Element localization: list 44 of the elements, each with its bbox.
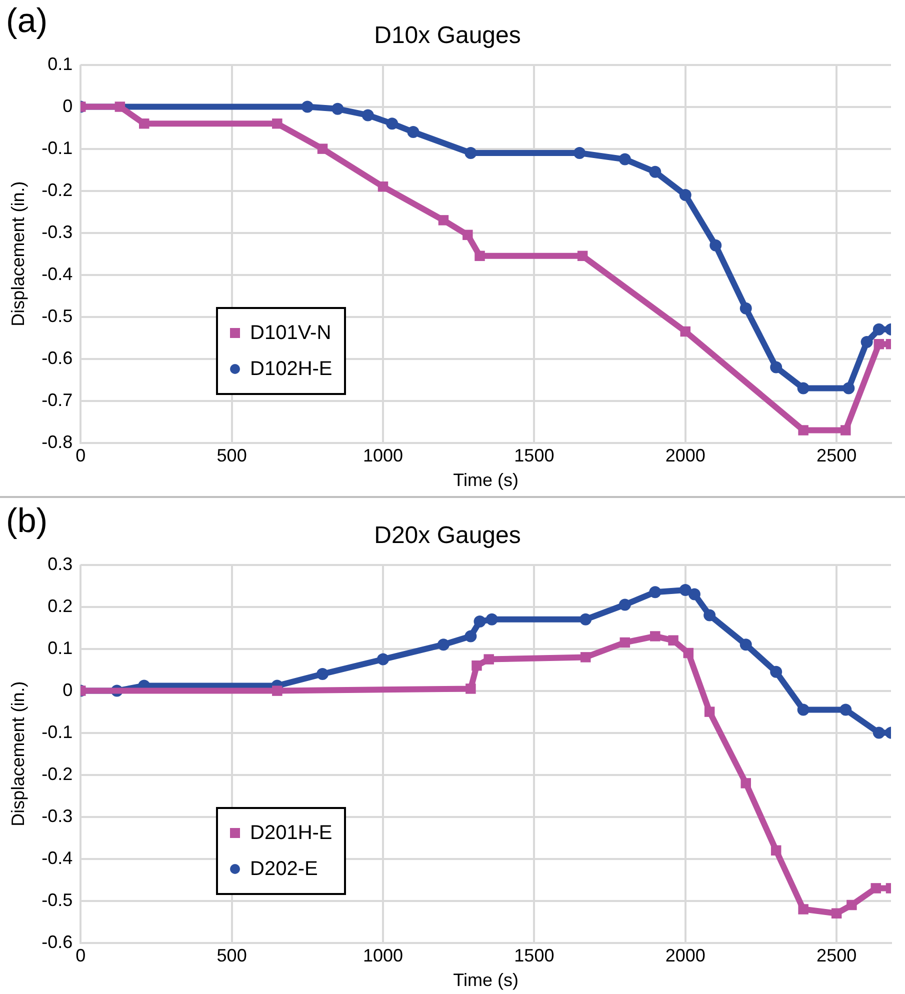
legend-label: D102H-E — [250, 357, 332, 382]
y-tick-label: -0.5 — [42, 306, 73, 326]
y-tick-label: -0.1 — [42, 138, 73, 158]
x-tick-label: 2000 — [665, 446, 706, 466]
x-tick-label: 1000 — [362, 446, 404, 466]
x-axis-title: Time (s) — [453, 970, 518, 990]
x-tick-label: 2500 — [816, 446, 857, 466]
y-tick-label: 0.1 — [48, 638, 73, 658]
chart-title: D20x Gauges — [374, 522, 521, 550]
legend-label: D201H-E — [250, 821, 332, 846]
y-axis-title: Displacement (in.) — [8, 181, 28, 326]
y-tick-label: -0.2 — [42, 764, 73, 784]
x-tick-label: 2000 — [665, 946, 706, 966]
x-axis-title: Time (s) — [453, 470, 518, 490]
x-tick-label: 0 — [76, 446, 86, 466]
y-tick-label: -0.6 — [42, 932, 73, 952]
y-tick-label: -0.4 — [42, 264, 73, 284]
y-tick-label: -0.7 — [42, 390, 73, 410]
y-tick-label: -0.1 — [42, 722, 73, 742]
legend-label: D202-E — [250, 857, 318, 882]
y-tick-label: -0.2 — [42, 180, 73, 200]
y-tick-label: -0.8 — [42, 432, 73, 452]
x-tick-label: 2500 — [816, 946, 857, 966]
x-tick-label: 1500 — [514, 446, 554, 466]
y-axis-title: Displacement (in.) — [8, 681, 28, 826]
x-tick-label: 1000 — [362, 946, 404, 966]
x-tick-label: 0 — [76, 946, 86, 966]
y-tick-label: 0.2 — [48, 596, 73, 616]
y-tick-label: -0.4 — [42, 848, 73, 868]
y-tick-label: 0.1 — [48, 54, 73, 74]
x-tick-label: 500 — [216, 446, 247, 466]
y-tick-label: -0.3 — [42, 806, 73, 826]
x-tick-label: 500 — [216, 946, 247, 966]
y-tick-label: 0 — [62, 96, 73, 116]
y-tick-label: -0.6 — [42, 348, 73, 368]
y-tick-label: 0.3 — [48, 554, 73, 574]
legend-label: D101V-N — [250, 321, 332, 346]
x-tick-label: 1500 — [514, 946, 554, 966]
text: (b) — [6, 502, 48, 541]
text: (a) — [6, 2, 48, 41]
y-tick-label: -0.3 — [42, 222, 73, 242]
y-tick-label: -0.5 — [42, 890, 73, 910]
chart-title: D10x Gauges — [374, 22, 521, 50]
y-tick-label: 0 — [62, 680, 73, 700]
